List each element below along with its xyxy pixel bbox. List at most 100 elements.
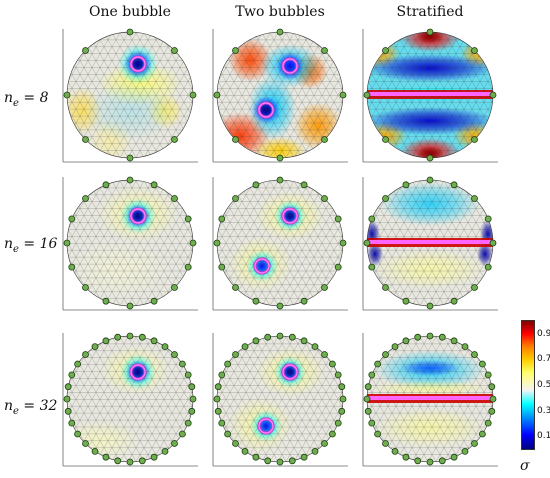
electrode — [189, 91, 197, 99]
electrode — [138, 457, 146, 465]
electrode — [102, 181, 110, 189]
electrode — [184, 371, 192, 379]
electrode — [484, 263, 492, 271]
electrode — [171, 136, 178, 143]
panel-stratified-16 — [360, 174, 500, 312]
electrode — [241, 343, 249, 351]
electrode — [102, 297, 110, 305]
electrode — [213, 91, 221, 99]
electrode — [450, 453, 458, 461]
electrode — [479, 430, 486, 438]
electrode — [471, 284, 478, 291]
electrode — [63, 395, 71, 403]
electrode — [471, 136, 478, 143]
electrode — [64, 383, 72, 391]
electrode — [311, 343, 319, 351]
electrode — [450, 181, 458, 189]
electrode — [329, 360, 336, 368]
electrode — [218, 371, 226, 379]
electrode — [363, 395, 371, 403]
electrode — [364, 407, 372, 415]
electrode — [321, 440, 328, 447]
panel-one-bubble-16 — [60, 174, 200, 312]
colorbar-tick: 0.1 — [537, 431, 550, 442]
electrode — [179, 360, 186, 368]
electrode — [339, 239, 347, 247]
electrode — [82, 284, 89, 291]
electrode — [224, 360, 232, 368]
electrode — [414, 333, 422, 341]
panel-two-bubbles-16 — [210, 174, 350, 312]
electrode — [368, 263, 376, 271]
electrode — [488, 383, 496, 391]
electrode — [68, 263, 76, 271]
electrode — [126, 332, 134, 340]
electrode — [426, 28, 434, 36]
electrode — [484, 419, 492, 427]
column-title-one-bubble: One bubble — [89, 4, 171, 20]
electrode — [150, 181, 158, 189]
electrode — [300, 181, 308, 189]
electrode — [63, 91, 71, 99]
electrode — [426, 302, 434, 310]
electrode — [138, 333, 146, 341]
electrode — [338, 383, 346, 391]
electrode — [276, 302, 284, 310]
electrode — [438, 457, 446, 465]
electrode — [171, 284, 178, 291]
electrode — [102, 337, 110, 345]
electrode — [188, 407, 196, 415]
row-label-8: ne = 8 — [4, 90, 49, 109]
electrode — [450, 337, 458, 345]
colorbar-tick: 0.7 — [537, 354, 550, 365]
electrode — [334, 419, 342, 427]
electrode — [334, 263, 342, 271]
electrode — [252, 297, 260, 305]
electrode — [114, 457, 122, 465]
colorbar-tick: 0.3 — [537, 405, 550, 416]
colorbar-tick: 0.5 — [537, 380, 550, 390]
electrode — [218, 263, 226, 271]
electrode — [338, 407, 346, 415]
panel-two-bubbles-32 — [210, 330, 350, 468]
electrode — [461, 343, 469, 351]
electrode — [426, 332, 434, 340]
electrode — [68, 215, 76, 223]
electrode — [321, 47, 328, 54]
column-title-stratified: Stratified — [396, 4, 464, 20]
electrode — [300, 297, 308, 305]
electrode — [82, 47, 89, 54]
electrode — [161, 343, 169, 351]
panel-two-bubbles-8 — [210, 26, 350, 164]
electrode — [126, 302, 134, 310]
electrode — [218, 419, 226, 427]
electrode — [64, 407, 72, 415]
electrode — [461, 448, 469, 455]
electrode — [114, 333, 122, 341]
electrode — [126, 458, 134, 466]
electrode — [74, 360, 82, 368]
electrode — [489, 91, 497, 99]
electrode — [426, 154, 434, 162]
electrode — [382, 351, 389, 358]
electrode — [276, 154, 284, 162]
electrode — [232, 351, 239, 358]
electrode — [252, 453, 260, 461]
electrode — [471, 195, 478, 202]
electrode — [161, 448, 169, 455]
electrode — [374, 360, 382, 368]
panel-stratified-32 — [360, 330, 500, 468]
panel-one-bubble-8 — [60, 26, 200, 164]
electrode — [252, 181, 260, 189]
electrode — [321, 195, 328, 202]
electrode — [91, 343, 99, 351]
electrode — [232, 47, 239, 54]
electrode — [300, 453, 308, 461]
electrode — [184, 419, 192, 427]
electrode — [426, 176, 434, 184]
electrode — [188, 383, 196, 391]
electrode — [264, 333, 272, 341]
electrode — [471, 47, 478, 54]
electrode — [489, 239, 497, 247]
electrode — [91, 448, 99, 455]
